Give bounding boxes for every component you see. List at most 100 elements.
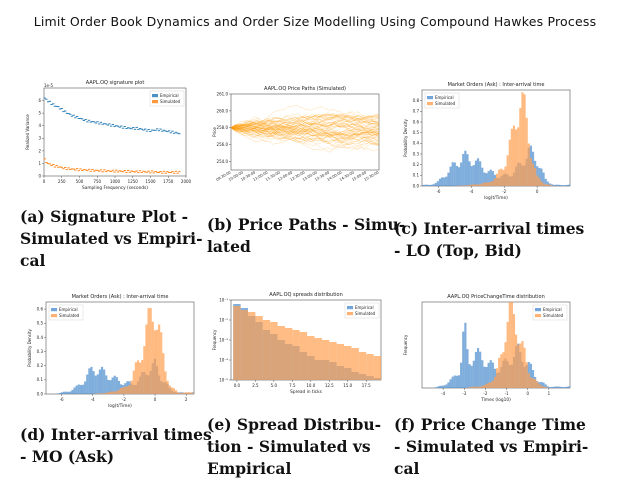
- histogram-bar-empirical: [62, 391, 66, 394]
- histogram-bar-empirical: [428, 184, 431, 186]
- price-path-line: [230, 119, 380, 132]
- histogram-bar-empirical: [73, 387, 76, 394]
- x-axis-label: Sampling Frequency (seconds): [82, 185, 148, 191]
- scatter-point-simulated: [62, 168, 65, 170]
- chart-title: AAPL.OQ Price Paths (Simulated): [264, 86, 346, 92]
- histogram-bar-empirical: [540, 381, 543, 388]
- histogram-bar-simulated: [145, 324, 148, 394]
- scatter-point-simulated: [57, 166, 60, 168]
- histogram-bar-simulated: [502, 352, 505, 388]
- histogram-bar-empirical: [438, 178, 442, 186]
- scatter-point-simulated: [115, 169, 118, 171]
- scatter-point-simulated: [111, 169, 115, 171]
- y-tick-label: 2: [38, 148, 41, 153]
- scatter-point-simulated: [154, 171, 157, 172]
- scatter-point-simulated: [142, 170, 145, 172]
- histogram-bar-empirical: [81, 384, 85, 394]
- price-path-line: [230, 126, 380, 152]
- scatter-point-empirical: [152, 129, 155, 131]
- histogram-bar-empirical: [470, 166, 473, 186]
- price-path-line: [230, 114, 380, 129]
- scatter-point-simulated: [101, 171, 104, 173]
- y-tick-label: 0.5: [413, 130, 420, 135]
- x-tick-label: 1500: [145, 179, 156, 184]
- histogram-bar-simulated: [191, 392, 195, 394]
- histogram-bar-empirical: [441, 385, 444, 388]
- y-tick-label: 0.8: [413, 98, 420, 103]
- legend-box: [532, 304, 568, 321]
- y-axis-label: Frequency: [212, 329, 217, 350]
- legend-label: Simulated: [435, 101, 456, 106]
- scatter-point-simulated: [176, 172, 179, 174]
- scatter-point-empirical: [125, 128, 128, 129]
- y-scale-note: 1e-5: [44, 83, 53, 88]
- scatter-point-simulated: [155, 171, 159, 173]
- x-tick-label: 12:00:00: [277, 170, 294, 182]
- histogram-bar-empirical: [559, 386, 562, 388]
- x-tick-label: 09:30:00: [216, 170, 233, 182]
- histogram-bar-simulated: [189, 392, 192, 394]
- plot-frame: [230, 93, 380, 171]
- histogram-bar-simulated: [523, 94, 526, 186]
- scatter-point-empirical: [173, 132, 176, 134]
- scatter-point-empirical: [69, 113, 72, 115]
- histogram-bar-simulated: [510, 302, 513, 388]
- scatter-point-simulated: [116, 171, 120, 173]
- scatter-point-empirical: [178, 133, 181, 135]
- scatter-point-empirical: [92, 121, 96, 123]
- histogram-bar-simulated: [170, 387, 173, 394]
- scatter-point-empirical: [103, 123, 106, 125]
- y-tick-label: 4: [38, 123, 41, 128]
- scatter-point-empirical: [164, 130, 167, 132]
- y-tick-label: 0.4: [413, 141, 420, 146]
- x-tick-label: 1000: [110, 179, 121, 184]
- scatter-point-empirical: [116, 125, 120, 127]
- histogram-bar-simulated: [126, 386, 129, 394]
- scatter-point-empirical: [77, 118, 80, 119]
- x-tick-label: -4: [469, 189, 473, 194]
- y-tick-label: 261.0: [217, 91, 229, 96]
- histogram-bar-simulated: [174, 390, 178, 394]
- scatter-point-empirical: [176, 132, 179, 134]
- price-path-line: [230, 119, 380, 133]
- price-path-line: [230, 121, 380, 144]
- histogram-bar-simulated: [481, 183, 484, 186]
- scatter-point-empirical: [130, 128, 133, 130]
- histogram-bar-simulated: [498, 357, 501, 388]
- price-path-line: [230, 121, 379, 133]
- page-header: Limit Order Book Dynamics and Order Size…: [33, 14, 597, 29]
- x-tick-label: 10:30:00: [240, 170, 257, 182]
- price-path-line: [230, 121, 380, 134]
- price-path-line: [230, 113, 380, 129]
- figure-signature-plot: AAPL.OQ signature plot Sampling Frequency…: [22, 78, 192, 196]
- histogram-bar-simulated: [164, 371, 167, 394]
- price-path-line: [230, 125, 380, 140]
- scatter-point-simulated: [60, 166, 63, 168]
- histogram-bar-empirical: [457, 167, 461, 186]
- price-path-line: [231, 114, 380, 129]
- scatter-point-empirical: [138, 128, 142, 130]
- spread-bar-simulated: [277, 326, 285, 380]
- histogram-bar-empirical: [58, 392, 61, 394]
- scatter-point-empirical: [80, 118, 84, 120]
- price-path-line: [231, 112, 380, 135]
- scatter-point-empirical: [174, 131, 178, 133]
- histogram-bar-empirical: [60, 392, 63, 394]
- histogram-bar-simulated: [536, 175, 539, 186]
- histogram-bar-empirical: [561, 387, 564, 388]
- scatter-point-simulated: [43, 158, 46, 160]
- histogram-bar-simulated: [181, 392, 184, 394]
- caption-a: (a) Signature Plot - Simulated vs Empiri…: [20, 206, 204, 272]
- histogram-bar-empirical: [472, 360, 475, 388]
- legend-swatch: [347, 306, 353, 310]
- histogram-bar-simulated: [117, 389, 121, 394]
- histogram-bar-simulated: [472, 386, 475, 388]
- histogram-bar-empirical: [426, 184, 429, 186]
- histogram-bar-empirical: [464, 322, 467, 388]
- histogram-bar-empirical: [538, 167, 541, 186]
- scatter-point-empirical: [154, 129, 157, 131]
- histogram-bar-empirical: [561, 185, 564, 186]
- x-tick-label: 10.0: [306, 383, 315, 388]
- y-tick-label: 5: [38, 111, 41, 116]
- caption-b-line-1: (b) Price Paths - Simu-: [207, 215, 406, 234]
